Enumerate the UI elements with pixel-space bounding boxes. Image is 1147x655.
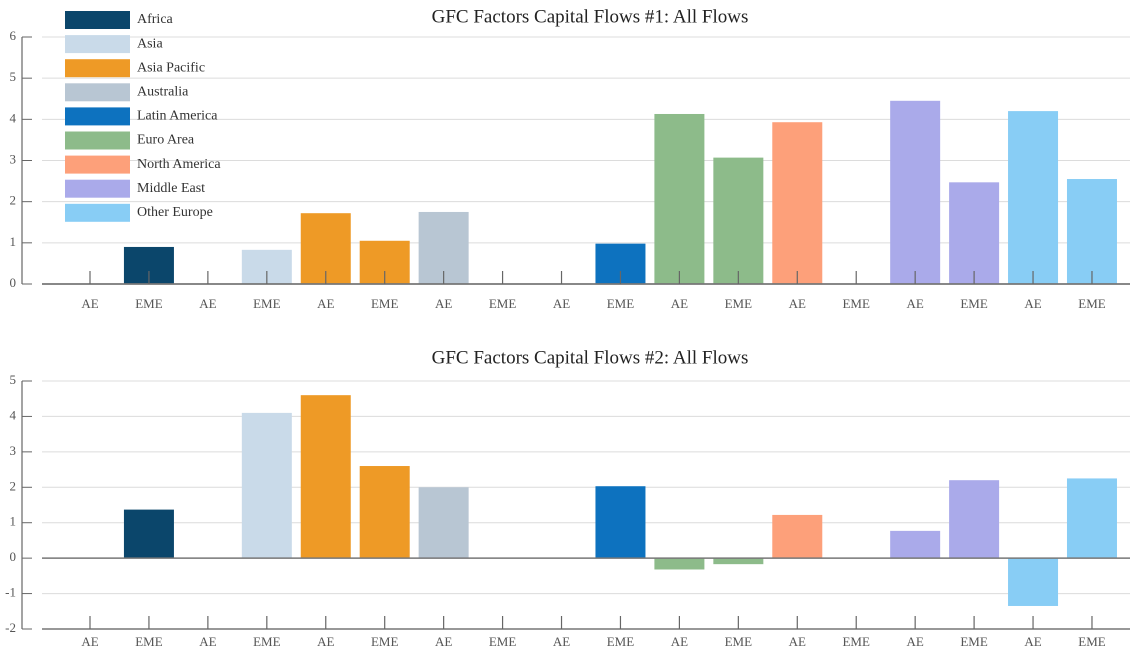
x-tick-label: AE: [81, 634, 98, 649]
x-tick-label: EME: [489, 296, 517, 311]
x-tick-label: AE: [671, 634, 688, 649]
bar: [772, 122, 823, 284]
x-tick-label: EME: [960, 634, 988, 649]
legend-label: Middle East: [137, 181, 205, 196]
y-tick-label: 4: [10, 110, 17, 125]
chart-title: GFC Factors Capital Flows #1: All Flows: [432, 6, 749, 27]
legend-swatch: [65, 59, 130, 78]
x-tick-label: AE: [199, 296, 216, 311]
x-tick-label: AE: [435, 634, 452, 649]
bar: [890, 530, 941, 559]
x-tick-label: AE: [553, 634, 570, 649]
y-tick-label: 0: [10, 549, 17, 564]
x-tick-label: AE: [789, 634, 806, 649]
bar: [949, 182, 1000, 284]
bar: [595, 486, 646, 559]
y-tick-label: 5: [10, 372, 17, 387]
y-tick-label: 4: [10, 407, 17, 422]
x-tick-label: EME: [135, 296, 163, 311]
x-tick-label: AE: [317, 634, 334, 649]
bar: [890, 100, 941, 284]
x-tick-label: AE: [199, 634, 216, 649]
bar: [1066, 179, 1117, 284]
legend-swatch: [65, 131, 130, 150]
bar: [241, 412, 292, 559]
x-tick-label: AE: [671, 296, 688, 311]
legend-label: Other Europe: [137, 205, 213, 220]
legend-label: Asia Pacific: [137, 60, 205, 75]
bar: [713, 157, 764, 284]
legend-label: Euro Area: [137, 133, 195, 148]
y-tick-label: 5: [10, 69, 17, 84]
bar: [1008, 558, 1059, 606]
x-tick-label: EME: [371, 296, 399, 311]
legend-swatch: [65, 155, 130, 174]
y-tick-label: 1: [10, 234, 17, 249]
bar: [300, 395, 351, 559]
legend-label: North America: [137, 157, 221, 172]
x-tick-label: AE: [553, 296, 570, 311]
bar: [1066, 478, 1117, 559]
x-tick-label: AE: [1024, 634, 1041, 649]
x-tick-label: EME: [371, 634, 399, 649]
legend-swatch: [65, 11, 130, 29]
legend-label: Latin America: [137, 109, 218, 124]
bar: [418, 487, 469, 559]
x-tick-label: EME: [135, 634, 163, 649]
legend-swatch: [65, 35, 130, 54]
x-tick-label: EME: [607, 634, 635, 649]
legend-swatch: [65, 203, 130, 222]
y-tick-label: 2: [10, 478, 17, 493]
legend-swatch: [65, 107, 130, 126]
bar: [772, 514, 823, 559]
chart-title: GFC Factors Capital Flows #2: All Flows: [432, 347, 749, 368]
y-tick-label: 0: [10, 275, 17, 290]
y-tick-label: -2: [5, 620, 16, 635]
x-tick-label: EME: [1078, 634, 1106, 649]
legend-swatch: [65, 179, 130, 198]
x-tick-label: EME: [725, 634, 753, 649]
x-tick-label: EME: [253, 634, 281, 649]
bar: [654, 113, 705, 285]
legend-label: Asia: [137, 36, 163, 51]
bar: [1008, 111, 1059, 284]
legend-swatch: [65, 83, 130, 102]
y-tick-label: 1: [10, 514, 17, 529]
x-tick-label: EME: [253, 296, 281, 311]
x-tick-label: AE: [435, 296, 452, 311]
legend-label: Africa: [137, 12, 174, 27]
legend-label: Australia: [137, 85, 189, 100]
x-tick-label: AE: [81, 296, 98, 311]
x-tick-label: EME: [842, 296, 870, 311]
x-tick-label: EME: [842, 634, 870, 649]
x-tick-label: AE: [906, 296, 923, 311]
y-tick-label: 2: [10, 193, 17, 208]
x-tick-label: EME: [725, 296, 753, 311]
bar: [123, 509, 174, 559]
x-tick-label: AE: [906, 634, 923, 649]
bar: [713, 558, 764, 565]
y-tick-label: 3: [10, 443, 17, 458]
x-tick-label: AE: [317, 296, 334, 311]
x-tick-label: AE: [1024, 296, 1041, 311]
x-tick-label: AE: [789, 296, 806, 311]
y-tick-label: 3: [10, 151, 17, 166]
x-tick-label: EME: [607, 296, 635, 311]
x-tick-label: EME: [489, 634, 517, 649]
x-tick-label: EME: [1078, 296, 1106, 311]
y-tick-label: 6: [10, 28, 17, 43]
bar: [359, 466, 410, 559]
x-tick-label: EME: [960, 296, 988, 311]
bar: [949, 480, 1000, 559]
y-tick-label: -1: [5, 585, 16, 600]
bar: [654, 558, 705, 570]
